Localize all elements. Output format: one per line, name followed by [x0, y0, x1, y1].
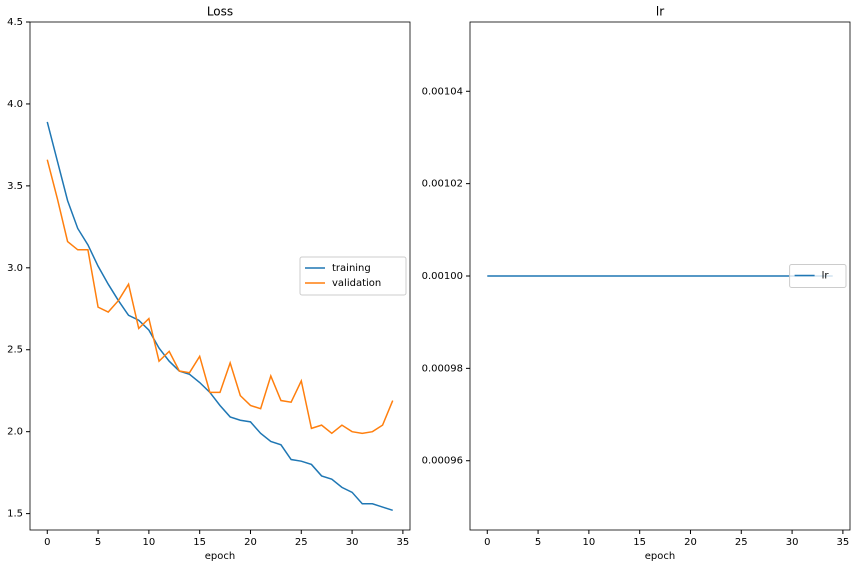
series-line — [46, 121, 393, 512]
legend-box — [299, 256, 407, 296]
x-tick-label: 5 — [535, 537, 541, 548]
x-tick-label: 30 — [786, 537, 799, 548]
y-tick-label: 0.00102 — [422, 179, 463, 190]
x-tick-label: 15 — [633, 537, 646, 548]
x-tick-label: 30 — [346, 537, 359, 548]
x-tick-label: 20 — [684, 537, 697, 548]
x-tick-label: 5 — [95, 537, 101, 548]
y-tick-label: 1.5 — [7, 509, 23, 520]
y-tick-label: 3.0 — [7, 263, 23, 274]
x-tick-label: 10 — [143, 537, 156, 548]
x-tick-label: 35 — [837, 537, 850, 548]
legend-label: training — [332, 263, 371, 274]
x-tick-label: 20 — [244, 537, 257, 548]
y-tick-label: 3.5 — [7, 181, 23, 192]
y-tick-label: 4.5 — [7, 17, 23, 28]
series-line — [46, 159, 394, 435]
y-tick-label: 2.5 — [7, 345, 23, 356]
y-tick-label: 0.00100 — [422, 271, 463, 282]
x-tick-label: 35 — [397, 537, 410, 548]
x-tick-label: 25 — [295, 537, 308, 548]
legend-label: lr — [822, 271, 830, 282]
legend-label: validation — [332, 278, 381, 289]
x-axis-label: epoch — [645, 551, 675, 562]
chart-title: lr — [656, 5, 664, 19]
axes-frame — [469, 21, 851, 531]
y-tick-label: 4.0 — [7, 99, 23, 110]
y-tick-label: 0.00096 — [422, 456, 463, 467]
y-tick-label: 0.00104 — [422, 86, 463, 97]
x-tick-label: 10 — [583, 537, 596, 548]
x-tick-label: 15 — [193, 537, 206, 548]
x-axis-label: epoch — [205, 551, 235, 562]
x-tick-label: 0 — [484, 537, 490, 548]
chart-title: Loss — [207, 5, 233, 19]
x-tick-label: 25 — [735, 537, 748, 548]
y-tick-label: 0.00098 — [422, 363, 463, 374]
x-tick-label: 0 — [44, 537, 50, 548]
legend-box — [789, 264, 847, 288]
axes-frame — [29, 21, 411, 531]
y-tick-label: 2.0 — [7, 427, 23, 438]
